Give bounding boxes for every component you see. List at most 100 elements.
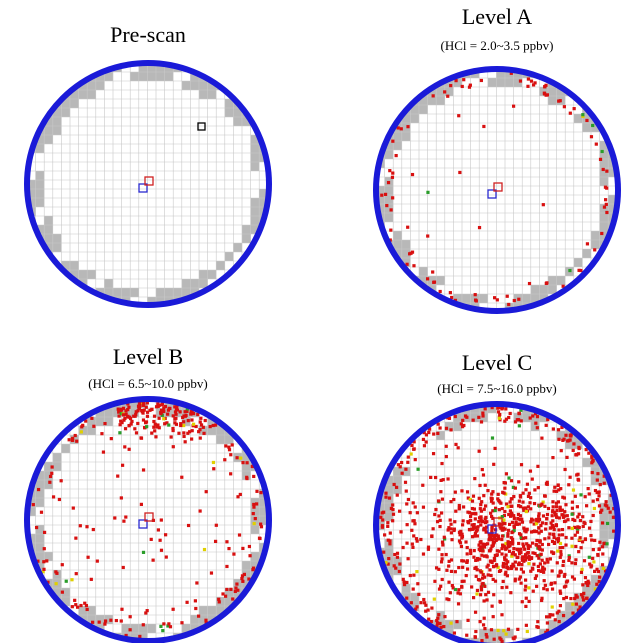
defect (592, 548, 595, 551)
defect (113, 516, 116, 519)
defect (514, 578, 517, 581)
defect (229, 472, 232, 475)
defect (592, 459, 595, 462)
wafer-map (376, 69, 623, 312)
defect (150, 431, 153, 434)
defect (240, 577, 243, 580)
defect (484, 554, 487, 557)
defect (245, 476, 248, 479)
defect (573, 519, 576, 522)
defect (460, 545, 463, 548)
defect (529, 507, 532, 510)
defect (488, 568, 491, 571)
edge-die (208, 90, 217, 99)
defect (140, 503, 143, 506)
defect (405, 489, 408, 492)
edge-die (591, 240, 600, 249)
defect (391, 176, 394, 179)
defect (546, 561, 549, 564)
defect (138, 635, 141, 638)
defect (434, 476, 437, 479)
defect (197, 615, 200, 618)
edge-die (182, 81, 191, 90)
defect (400, 461, 403, 464)
defect (543, 85, 546, 88)
defect (503, 420, 506, 423)
defect (415, 605, 418, 608)
defect (462, 505, 465, 508)
defect (458, 171, 461, 174)
defect (437, 514, 440, 517)
defect (433, 580, 436, 583)
defect (61, 591, 64, 594)
defect (231, 443, 234, 446)
edge-die (87, 81, 96, 90)
defect (241, 547, 244, 550)
defect (225, 588, 228, 591)
defect (437, 613, 440, 616)
defect (605, 542, 608, 545)
edge-die (539, 285, 548, 294)
edge-die (44, 225, 53, 234)
defect (172, 429, 175, 432)
defect (507, 476, 510, 479)
defect (581, 595, 584, 598)
defect (534, 422, 537, 425)
defect (528, 501, 531, 504)
defect (504, 573, 507, 576)
defect (526, 85, 529, 88)
defect (559, 604, 562, 607)
defect (558, 620, 561, 623)
defect (505, 562, 508, 565)
defect (593, 570, 596, 573)
defect (389, 229, 392, 232)
defect (426, 234, 429, 237)
defect (175, 408, 178, 411)
defect (146, 609, 149, 612)
defect (545, 517, 548, 520)
defect (579, 536, 582, 539)
defect (52, 495, 55, 498)
defect (184, 410, 187, 413)
defect (591, 557, 594, 560)
defect (491, 544, 494, 547)
defect (483, 627, 486, 630)
defect (387, 181, 390, 184)
defect (506, 505, 509, 508)
defect (551, 456, 554, 459)
defect (537, 515, 540, 518)
defect (450, 538, 453, 541)
defect (479, 541, 482, 544)
defect (159, 412, 162, 415)
defect (585, 504, 588, 507)
edge-die (96, 81, 105, 90)
defect (115, 619, 118, 622)
defect (43, 531, 46, 534)
defect (72, 506, 75, 509)
defect (596, 553, 599, 556)
defect (584, 576, 587, 579)
defect (392, 513, 395, 516)
defect (391, 519, 394, 522)
defect (522, 492, 525, 495)
defect (382, 551, 385, 554)
defect (159, 625, 162, 628)
defect (181, 416, 184, 419)
defect (507, 513, 510, 516)
panel-subtitle: (HCl = 6.5~10.0 ppbv) (88, 376, 207, 391)
defect (410, 601, 413, 604)
defect (595, 583, 598, 586)
defect (480, 420, 483, 423)
defect (529, 470, 532, 473)
defect (461, 85, 464, 88)
defect (517, 513, 520, 516)
defect (92, 528, 95, 531)
defect (596, 472, 599, 475)
edge-die (393, 231, 402, 240)
defect (500, 613, 503, 616)
defect (460, 533, 463, 536)
defect (593, 539, 596, 542)
defect (232, 553, 235, 556)
defect (457, 114, 460, 117)
defect (260, 525, 263, 528)
